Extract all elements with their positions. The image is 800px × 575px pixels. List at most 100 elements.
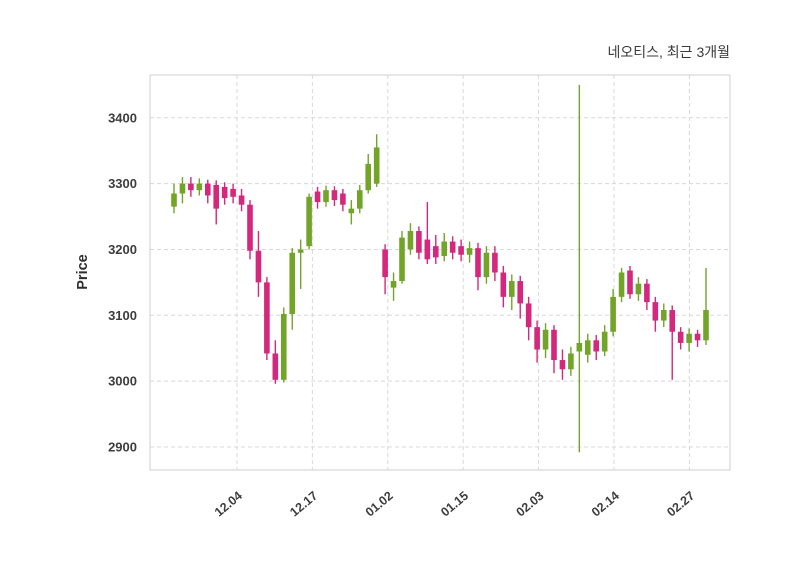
candle <box>424 202 431 264</box>
candle <box>542 323 549 359</box>
candle-body <box>247 204 253 251</box>
candle <box>306 193 312 250</box>
candle <box>568 346 574 376</box>
candle-body <box>230 188 236 197</box>
candle-body <box>508 281 515 297</box>
candle-body <box>432 246 439 258</box>
candle-body <box>255 250 262 283</box>
candle <box>255 231 262 297</box>
candle <box>525 296 532 341</box>
candle-body <box>289 252 296 314</box>
candle-body <box>500 272 507 297</box>
candle <box>340 188 346 212</box>
candle-body <box>475 248 481 278</box>
candle <box>221 182 228 205</box>
candle-body <box>297 249 304 253</box>
candle-body <box>559 360 566 370</box>
candle-body <box>534 327 540 350</box>
candle <box>399 231 405 284</box>
candle <box>534 320 540 363</box>
candle <box>593 335 600 361</box>
candle-body <box>618 272 625 297</box>
candle-body <box>610 296 616 332</box>
candle <box>686 328 692 352</box>
candle <box>272 340 279 384</box>
x-tick-label: 02.14 <box>589 489 622 520</box>
candle <box>365 154 372 194</box>
candle <box>297 239 304 289</box>
candle <box>230 183 236 204</box>
candle-body <box>204 183 211 196</box>
candle-body <box>517 281 524 304</box>
candle <box>517 275 524 319</box>
candle-body <box>492 252 498 273</box>
candle-body <box>196 183 203 191</box>
candle <box>660 303 667 328</box>
candle <box>280 307 287 383</box>
candle-body <box>635 283 642 295</box>
candle <box>551 325 557 374</box>
candle <box>416 226 422 260</box>
candle-body <box>568 353 574 370</box>
candle <box>677 327 684 350</box>
candle <box>635 277 642 301</box>
candle <box>508 274 515 311</box>
candle-body <box>525 303 532 328</box>
candle-body <box>179 183 186 194</box>
candle <box>644 279 650 311</box>
candle <box>196 178 203 196</box>
candle-body <box>314 191 321 203</box>
candle-body <box>551 329 557 361</box>
candle-body <box>669 310 676 332</box>
candle <box>441 233 448 262</box>
candle-body <box>686 333 692 343</box>
candle <box>475 242 481 291</box>
candle-body <box>272 353 279 380</box>
candle-body <box>703 310 709 341</box>
candle-body <box>264 282 270 354</box>
y-tick-label: 2900 <box>108 439 137 454</box>
candle <box>449 236 456 260</box>
candle <box>171 183 177 214</box>
candle <box>483 246 490 284</box>
candle <box>601 325 608 357</box>
x-tick-label: 01.02 <box>363 489 396 520</box>
candle-body <box>644 283 650 303</box>
candle-body <box>601 331 608 352</box>
candle <box>247 200 253 260</box>
candle <box>204 179 211 204</box>
candle-layer <box>171 84 709 453</box>
candle-body <box>280 313 287 380</box>
candle <box>610 288 616 337</box>
candle-body <box>694 333 701 341</box>
candle-body <box>466 248 473 255</box>
y-tick-label: 3200 <box>108 242 137 257</box>
candle <box>627 265 633 299</box>
candle-body <box>660 310 667 321</box>
candle <box>188 177 194 197</box>
candle <box>213 180 220 225</box>
candle <box>348 200 355 225</box>
candle-body <box>416 231 422 253</box>
candle-body <box>576 342 583 352</box>
candle-body <box>348 208 355 214</box>
candle-body <box>458 246 464 255</box>
candle-body <box>449 241 456 253</box>
candle-body <box>627 270 633 295</box>
candle-body <box>340 193 346 205</box>
candle <box>264 277 270 361</box>
candle-body <box>407 231 414 250</box>
plot-area <box>149 74 731 471</box>
candle <box>373 134 380 187</box>
x-tick-label: 02.27 <box>664 489 697 520</box>
candle <box>458 239 464 262</box>
candle-body <box>171 193 177 207</box>
candle <box>356 184 363 214</box>
y-axis-label: Price <box>75 254 91 289</box>
y-tick-label: 3300 <box>108 176 137 191</box>
grid-layer <box>149 74 731 471</box>
candle <box>500 265 507 308</box>
candle <box>576 84 583 453</box>
